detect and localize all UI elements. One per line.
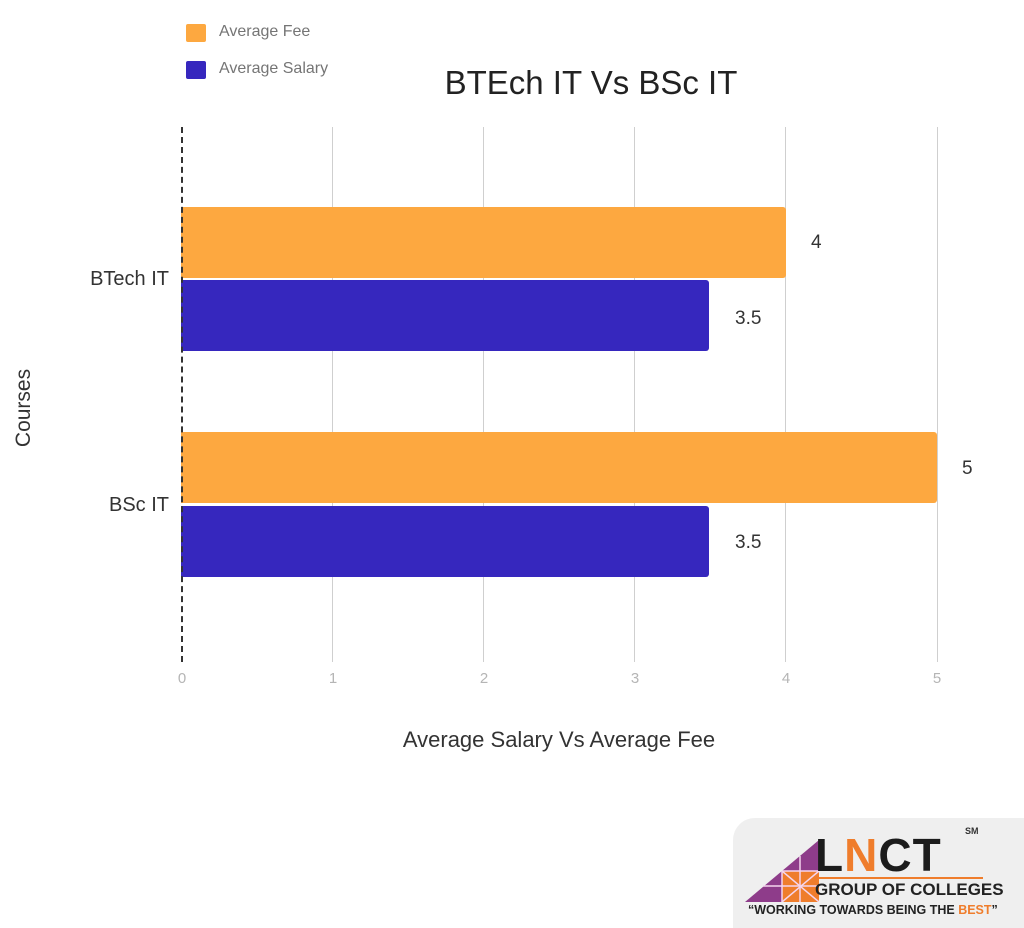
y-axis-label: Courses bbox=[12, 368, 35, 448]
x-tick: 3 bbox=[630, 670, 640, 687]
bar-value-label: 3.5 bbox=[735, 308, 762, 329]
logo-letter-n: N bbox=[844, 829, 879, 881]
logo-sm-mark: SM bbox=[965, 826, 979, 836]
tagline-text: “WORKING TOWARDS BEING THE bbox=[748, 903, 959, 917]
x-tick: 2 bbox=[479, 670, 489, 687]
x-tick: 0 bbox=[177, 670, 187, 687]
logo-wordmark: LNCT bbox=[815, 828, 942, 882]
category-label-bsc: BSc IT bbox=[108, 494, 169, 516]
lnct-logo: LNCT SM GROUP OF COLLEGES “WORKING TOWAR… bbox=[733, 818, 1024, 928]
chart-title: BTEch IT Vs BSc IT bbox=[444, 64, 738, 101]
x-axis-label: Average Salary Vs Average Fee bbox=[402, 727, 716, 752]
gridline bbox=[937, 127, 938, 662]
bar-value-label: 4 bbox=[811, 232, 822, 253]
bar-btech-fee bbox=[181, 207, 786, 278]
logo-subtitle: GROUP OF COLLEGES bbox=[815, 880, 1004, 899]
bar-bsc-salary bbox=[181, 506, 709, 577]
x-tick: 4 bbox=[781, 670, 791, 687]
bar-value-label: 5 bbox=[962, 458, 973, 479]
gridline bbox=[634, 127, 635, 662]
tagline-best: BEST bbox=[958, 903, 992, 917]
logo-divider bbox=[815, 877, 983, 879]
logo-letter-l: L bbox=[815, 829, 845, 881]
bar-btech-salary bbox=[181, 280, 709, 351]
gridline bbox=[785, 127, 786, 662]
gridline bbox=[332, 127, 333, 662]
tagline-end: ” bbox=[991, 903, 998, 917]
logo-tagline: “WORKING TOWARDS BEING THE BEST” bbox=[748, 903, 998, 917]
legend-label: Average Fee bbox=[219, 23, 311, 40]
legend-swatch-fee bbox=[186, 24, 206, 42]
legend-swatch-salary bbox=[186, 61, 206, 79]
bar-value-label: 3.5 bbox=[735, 532, 762, 553]
category-label-btech: BTech IT bbox=[90, 268, 169, 290]
x-tick: 1 bbox=[328, 670, 338, 687]
gridline bbox=[483, 127, 484, 662]
x-tick: 5 bbox=[932, 670, 942, 687]
plot-area: 4 3.5 5 3.5 bbox=[181, 127, 973, 662]
triangle-logo-icon bbox=[745, 840, 819, 902]
bar-bsc-fee bbox=[181, 432, 937, 503]
legend-label: Average Salary bbox=[219, 60, 329, 77]
logo-letters-ct: CT bbox=[878, 829, 942, 881]
y-axis-line bbox=[181, 127, 183, 662]
